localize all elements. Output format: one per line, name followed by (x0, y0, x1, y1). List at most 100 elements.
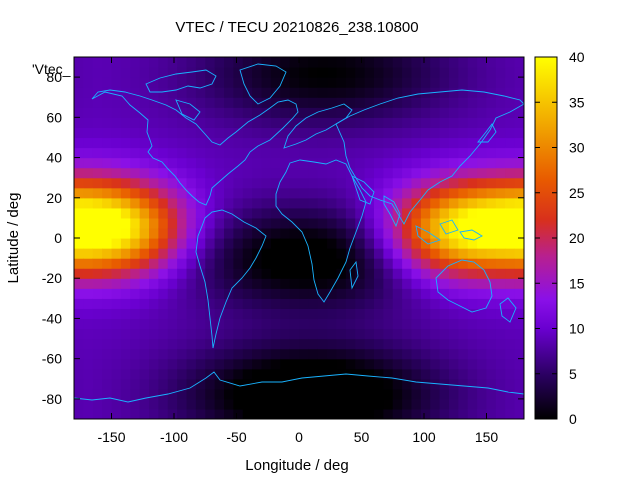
heatmap-cell (130, 197, 141, 209)
heatmap-cell (514, 378, 524, 390)
heatmap-cell (167, 187, 178, 199)
heatmap-cell (74, 217, 84, 229)
heatmap-cell (261, 348, 272, 360)
heatmap-cell (486, 388, 497, 400)
heatmap-cell (439, 87, 450, 98)
heatmap-cell (102, 127, 113, 139)
heatmap-cell (177, 97, 188, 108)
heatmap-cell (355, 308, 366, 320)
heatmap-cell (224, 87, 234, 98)
heatmap-cell (224, 57, 234, 68)
heatmap-cell (345, 248, 356, 259)
heatmap-cell (130, 67, 141, 78)
heatmap-cell (139, 408, 150, 419)
heatmap-cell (411, 278, 422, 289)
heatmap-cell (402, 207, 413, 219)
heatmap-cell (270, 127, 281, 139)
heatmap-cell (458, 308, 469, 320)
heatmap-cell (514, 338, 524, 350)
heatmap-cell (467, 238, 478, 249)
heatmap-cell (327, 177, 338, 189)
heatmap-cell (439, 258, 450, 269)
heatmap-cell (261, 338, 272, 350)
heatmap-cell (505, 137, 516, 149)
heatmap-cell (195, 227, 206, 239)
heatmap-cell (186, 258, 197, 269)
heatmap-cell (130, 87, 141, 98)
heatmap-cell (120, 107, 131, 118)
heatmap-cell (505, 348, 516, 360)
heatmap-cell (224, 217, 234, 229)
canadian-archipelago-coast (145, 69, 217, 121)
heatmap-cell (514, 57, 524, 68)
heatmap-cell (102, 107, 113, 118)
heatmap-cell (111, 348, 122, 360)
heatmap-cell (158, 278, 169, 289)
heatmap-cell (495, 358, 506, 370)
heatmap-cell (449, 127, 459, 139)
x-axis: -150 -100 -50 0 50 100 150 (97, 57, 498, 445)
heatmap-cell (439, 127, 450, 139)
heatmap-cell (364, 227, 375, 239)
heatmap-cell (242, 378, 253, 390)
heatmap-cell (167, 298, 178, 309)
heatmap-cell (317, 67, 328, 78)
heatmap-cell (214, 288, 225, 299)
heatmap-cell (505, 77, 516, 88)
heatmap-cell (392, 318, 403, 330)
heatmap-cell (233, 348, 244, 360)
heatmap-cell (477, 127, 488, 139)
colorbar-tick-label: 15 (569, 275, 585, 291)
heatmap-cell (383, 268, 394, 279)
heatmap-cell (411, 268, 422, 279)
heatmap-cell (111, 238, 122, 249)
heatmap-cell (139, 338, 150, 350)
heatmap-cell (514, 197, 524, 209)
heatmap-cell (355, 378, 366, 390)
heatmap-cell (120, 378, 131, 390)
heatmap-cell (158, 388, 169, 400)
heatmap-cell (74, 197, 84, 209)
heatmap-cell (505, 217, 516, 229)
heatmap-cell (149, 187, 159, 199)
heatmap-cell (467, 167, 478, 179)
heatmap-cell (252, 358, 263, 370)
heatmap-cell (299, 358, 309, 370)
heatmap-cell (261, 117, 272, 128)
heatmap-cell (505, 388, 516, 400)
heatmap-cell (214, 338, 225, 350)
heatmap-cell (308, 227, 319, 239)
heatmap-cell (374, 238, 384, 249)
heatmap-cell (486, 167, 497, 179)
heatmap-cell (327, 278, 338, 289)
heatmap-cell (467, 127, 478, 139)
heatmap-cell (177, 378, 188, 390)
heatmap-cell (177, 197, 188, 209)
heatmap-cell (355, 348, 366, 360)
heatmap-cell (308, 308, 319, 320)
heatmap-cell (486, 408, 497, 419)
heatmap-cell (345, 338, 356, 350)
heatmap-cell (139, 187, 150, 199)
heatmap-cell (205, 328, 216, 340)
heatmap-cell (252, 308, 263, 320)
heatmap-cell (224, 227, 234, 239)
heatmap-cell (486, 348, 497, 360)
heatmap-cell (74, 187, 84, 199)
heatmap-cell (289, 388, 300, 400)
heatmap-cell (195, 378, 206, 390)
heatmap-cell (458, 177, 469, 189)
heatmap-cell (74, 378, 84, 390)
heatmap-cell (439, 248, 450, 259)
heatmap-cell (477, 238, 488, 249)
heatmap-cell (514, 127, 524, 139)
heatmap-cell (280, 197, 291, 209)
heatmap-cell (280, 157, 291, 169)
heatmap-cell (214, 117, 225, 128)
heatmap-cell (120, 278, 131, 289)
heatmap-cell (345, 87, 356, 98)
heatmap-cell (261, 87, 272, 98)
heatmap-cell (486, 268, 497, 279)
heatmap-cell (120, 398, 131, 410)
heatmap-cell (233, 167, 244, 179)
